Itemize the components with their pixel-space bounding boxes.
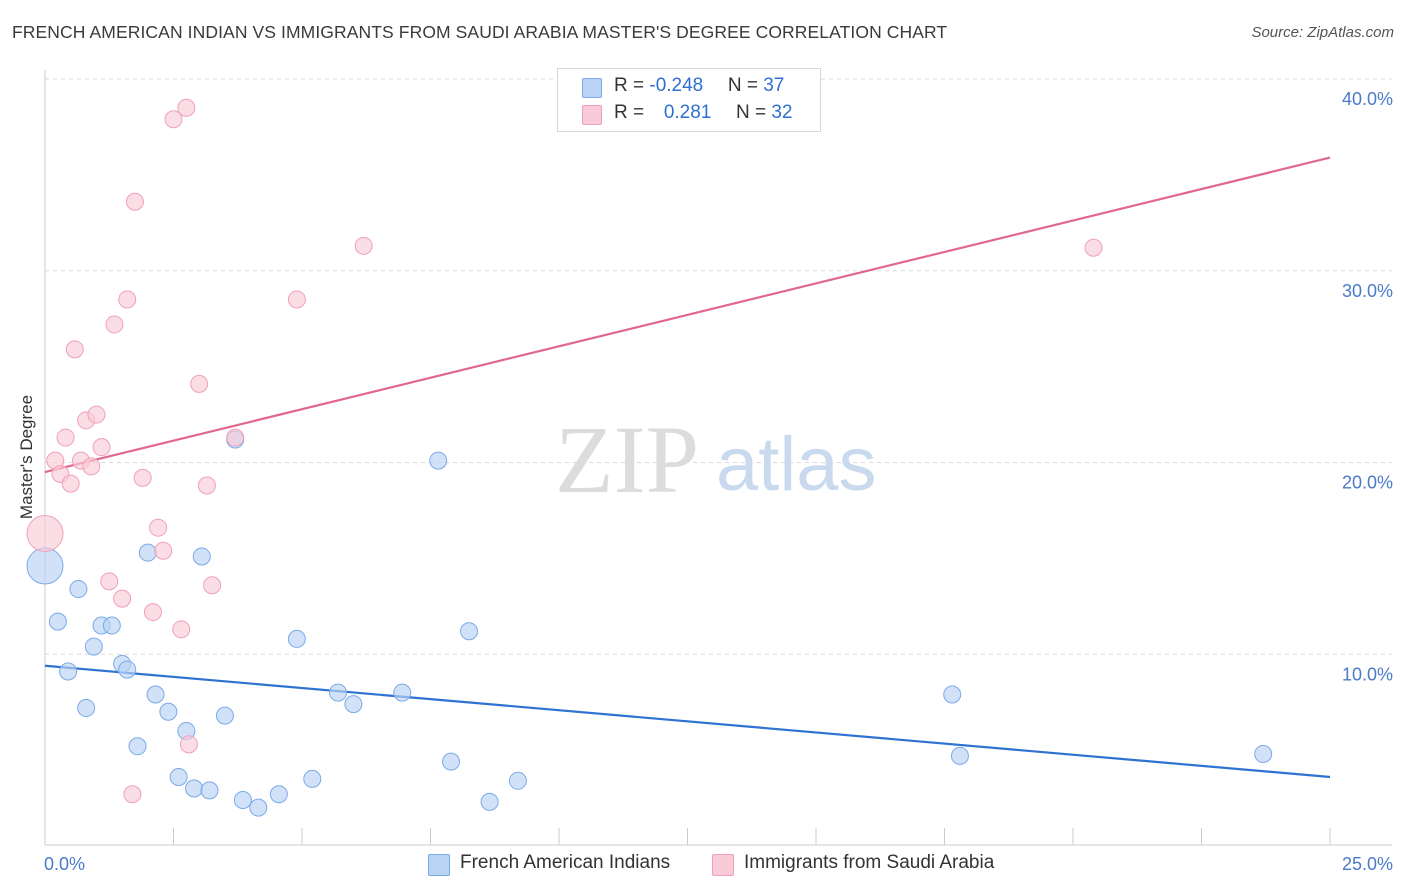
data-point-blue: [215, 706, 234, 725]
legend-r-value: 0.281: [663, 102, 712, 123]
legend-swatch-pink: [712, 854, 734, 876]
y-tick-label: 10.0%: [1342, 664, 1393, 684]
data-point-pink: [149, 518, 168, 537]
data-point-blue: [118, 660, 137, 679]
data-point-pink: [56, 428, 75, 447]
data-points: [26, 98, 1273, 817]
data-point-blue: [69, 580, 88, 599]
legend-label: Immigrants from Saudi Arabia: [744, 852, 995, 873]
data-point-blue: [460, 622, 479, 641]
data-point-blue: [159, 702, 178, 721]
data-point-pink: [113, 589, 132, 608]
data-point-blue: [393, 683, 412, 702]
data-point-blue: [233, 790, 252, 809]
data-point-pink: [105, 315, 124, 334]
data-point-blue: [192, 547, 211, 566]
y-tick-label: 30.0%: [1342, 281, 1393, 301]
gridlines: [45, 78, 1392, 655]
x-tick-label-max: 25.0%: [1342, 854, 1393, 874]
data-point-pink: [354, 236, 373, 255]
y-axis-label: Master's Degree: [17, 395, 36, 519]
data-point-blue: [429, 451, 448, 470]
data-point-pink: [154, 541, 173, 560]
data-point-blue: [84, 637, 103, 656]
data-point-blue: [200, 781, 219, 800]
data-point-blue: [344, 695, 363, 714]
legend-label: French American Indians: [460, 852, 671, 873]
data-point-pink: [26, 514, 64, 552]
data-point-pink: [123, 785, 142, 804]
data-point-blue: [328, 683, 347, 702]
data-point-pink: [100, 572, 119, 591]
data-point-blue: [950, 746, 969, 765]
data-point-pink: [87, 405, 106, 424]
data-point-pink: [177, 98, 196, 117]
data-point-blue: [287, 629, 306, 648]
data-point-pink: [61, 474, 80, 493]
data-point-pink: [143, 603, 162, 622]
data-point-pink: [190, 374, 209, 393]
data-point-blue: [303, 769, 322, 788]
legend-r-label: R =: [614, 75, 650, 96]
data-point-blue: [249, 798, 268, 817]
y-tick-label: 20.0%: [1342, 473, 1393, 493]
stats-legend: R = -0.248 N = 37 R = 0.281 N = 32: [557, 68, 821, 132]
legend-n-label: N =: [735, 102, 772, 123]
data-point-blue: [48, 612, 67, 631]
trend-lines: [44, 156, 1331, 779]
legend-swatch-blue: [428, 854, 450, 876]
data-point-pink: [1084, 238, 1103, 257]
data-point-blue: [442, 752, 461, 771]
data-point-pink: [82, 457, 101, 476]
data-point-blue: [185, 779, 204, 798]
data-point-blue: [943, 685, 962, 704]
data-point-blue: [102, 616, 121, 635]
data-point-pink: [179, 735, 198, 754]
data-point-pink: [203, 576, 222, 595]
legend-swatch-pink: [582, 105, 602, 125]
chart-source: Source: ZipAtlas.com: [1251, 24, 1394, 41]
data-point-pink: [197, 476, 216, 495]
legend-r-value: -0.248: [649, 75, 704, 96]
axes: [44, 70, 1392, 846]
watermark-atlas: atlas: [716, 422, 877, 507]
data-point-blue: [169, 767, 188, 786]
trend-line-pink: [44, 156, 1331, 474]
watermark: ZIP atlas: [555, 406, 877, 513]
x-tick-label-min: 0.0%: [44, 854, 85, 874]
data-point-pink: [287, 290, 306, 309]
tick-labels: 10.0% 20.0% 30.0% 40.0% 0.0% 25.0%: [44, 89, 1393, 874]
y-tick-label: 40.0%: [1342, 89, 1393, 109]
legend-n-label: N =: [727, 75, 764, 96]
legend-r-label: R =: [614, 102, 650, 123]
data-point-blue: [59, 662, 78, 681]
watermark-zip: ZIP: [555, 406, 699, 513]
data-point-blue: [138, 543, 157, 562]
data-point-pink: [172, 620, 191, 639]
data-point-pink: [65, 340, 84, 359]
data-point-blue: [26, 547, 64, 585]
data-point-pink: [226, 428, 245, 447]
data-point-pink: [133, 468, 152, 487]
data-point-pink: [164, 110, 183, 129]
data-point-blue: [128, 737, 147, 756]
data-point-pink: [125, 192, 144, 211]
data-point-blue: [146, 685, 165, 704]
data-point-blue: [480, 792, 499, 811]
data-point-blue: [77, 698, 96, 717]
legend-n-value: 37: [763, 75, 785, 96]
data-point-blue: [269, 785, 288, 804]
chart-title: FRENCH AMERICAN INDIAN VS IMMIGRANTS FRO…: [12, 22, 948, 42]
trend-line-blue: [44, 664, 1331, 779]
data-point-pink: [118, 290, 137, 309]
data-point-blue: [508, 771, 527, 790]
data-point-blue: [1254, 744, 1273, 763]
legend-n-value: 32: [771, 102, 793, 123]
legend-swatch-blue: [582, 78, 602, 98]
data-point-pink: [92, 438, 111, 457]
